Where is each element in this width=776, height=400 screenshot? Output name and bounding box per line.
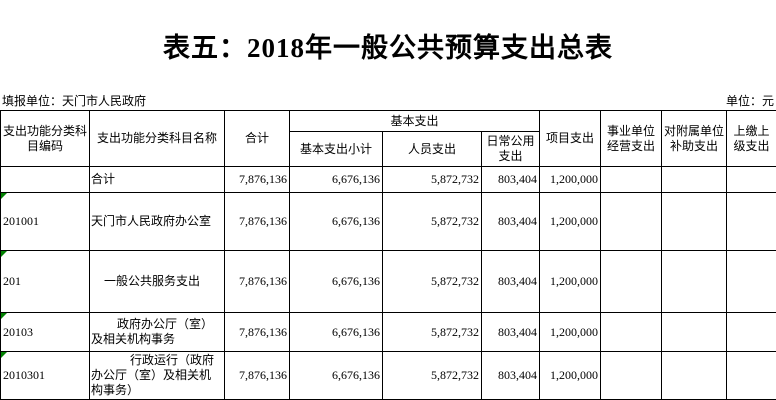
cell-error-indicator-icon [1,193,7,199]
cell-project: 1,200,000 [539,250,602,313]
cell-basic-subtotal: 6,676,136 [289,250,383,313]
cell-code: 2010301 [0,351,90,400]
cell-upper-level [726,166,776,193]
cell-upper-level [726,192,776,251]
cell-operating [600,192,663,251]
cell-error-indicator-icon [1,352,7,358]
unit-label: 单位：元 [725,94,774,108]
budget-table: 支出功能分类科目编码 支出功能分类科目名称 合计 基本支出 项目支出 事业单位经… [0,110,776,400]
cell-name: 行政运行（政府办公厅（室）及相关机构事务） [89,351,225,400]
table-row: 201001 天门市人民政府办公室 7,876,136 6,676,136 5,… [0,192,776,251]
code-text: 201 [3,274,21,288]
cell-operating [600,166,663,193]
cell-subsidy-affiliated [661,351,728,400]
column-group-basic-expenditure: 基本支出 [288,110,541,132]
cell-project: 1,200,000 [539,166,602,193]
cell-project: 1,200,000 [539,312,602,352]
cell-code: 201001 [0,192,90,251]
cell-subsidy-affiliated [661,250,728,313]
cell-subsidy-affiliated [661,192,728,251]
cell-daily-public: 803,404 [480,166,541,193]
cell-total: 7,876,136 [224,250,290,313]
table-row-total: 合计 7,876,136 6,676,136 5,872,732 803,404… [0,166,776,193]
code-text: 201001 [3,214,39,228]
column-header-name: 支出功能分类科目名称 [89,110,225,167]
table-row: 201 一般公共服务支出 7,876,136 6,676,136 5,872,7… [0,250,776,313]
cell-total: 7,876,136 [224,192,290,251]
cell-name: 政府办公厅（室）及相关机构事务 [89,312,225,352]
cell-upper-level [726,351,776,400]
cell-daily-public: 803,404 [480,312,541,352]
cell-daily-public: 803,404 [480,351,541,400]
column-header-code: 支出功能分类科目编码 [0,110,90,167]
cell-total: 7,876,136 [224,312,290,352]
column-header-upper-level: 上缴上级支出 [726,110,776,167]
cell-personnel: 5,872,732 [382,166,482,193]
column-header-personnel: 人员支出 [382,131,482,167]
cell-upper-level [726,312,776,352]
cell-basic-subtotal: 6,676,136 [289,192,383,251]
table-row: 20103 政府办公厅（室）及相关机构事务 7,876,136 6,676,13… [0,312,776,352]
cell-personnel: 5,872,732 [382,192,482,251]
code-text: 2010301 [3,368,45,382]
table-row: 2010301 行政运行（政府办公厅（室）及相关机构事务） 7,876,136 … [0,351,776,400]
column-header-project: 项目支出 [539,110,602,167]
cell-total: 7,876,136 [224,166,290,193]
cell-personnel: 5,872,732 [382,250,482,313]
cell-upper-level [726,250,776,313]
cell-code: 201 [0,250,90,313]
cell-error-indicator-icon [1,313,7,319]
cell-project: 1,200,000 [539,351,602,400]
cell-personnel: 5,872,732 [382,312,482,352]
cell-personnel: 5,872,732 [382,351,482,400]
column-header-daily-public: 日常公用支出 [480,131,541,167]
cell-error-indicator-icon [1,251,7,257]
column-header-operating: 事业单位经营支出 [600,110,663,167]
column-header-basic-subtotal: 基本支出小计 [289,131,383,167]
cell-code [0,166,90,193]
cell-name: 合计 [89,166,225,193]
cell-operating [600,250,663,313]
cell-name: 一般公共服务支出 [89,250,225,313]
cell-basic-subtotal: 6,676,136 [289,351,383,400]
cell-daily-public: 803,404 [480,250,541,313]
cell-project: 1,200,000 [539,192,602,251]
cell-operating [600,312,663,352]
cell-subsidy-affiliated [661,166,728,193]
cell-basic-subtotal: 6,676,136 [289,166,383,193]
cell-name: 天门市人民政府办公室 [89,192,225,251]
column-header-total: 合计 [224,110,290,167]
cell-subsidy-affiliated [661,312,728,352]
code-text: 20103 [3,324,33,339]
page-title: 表五：2018年一般公共预算支出总表 [163,33,613,63]
column-header-subsidy-affiliated: 对附属单位补助支出 [661,110,728,167]
reporting-unit-label: 填报单位：天门市人民政府 [2,94,147,108]
cell-basic-subtotal: 6,676,136 [289,312,383,352]
header-row-group: 支出功能分类科目编码 支出功能分类科目名称 合计 基本支出 项目支出 事业单位经… [0,110,776,167]
meta-line: 填报单位：天门市人民政府 单位：元 [2,94,774,109]
cell-operating [600,351,663,400]
cell-code: 20103 [0,312,90,352]
cell-daily-public: 803,404 [480,192,541,251]
cell-total: 7,876,136 [224,351,290,400]
header-row-sub: 基本支出小计 人员支出 日常公用支出 [1,131,776,167]
